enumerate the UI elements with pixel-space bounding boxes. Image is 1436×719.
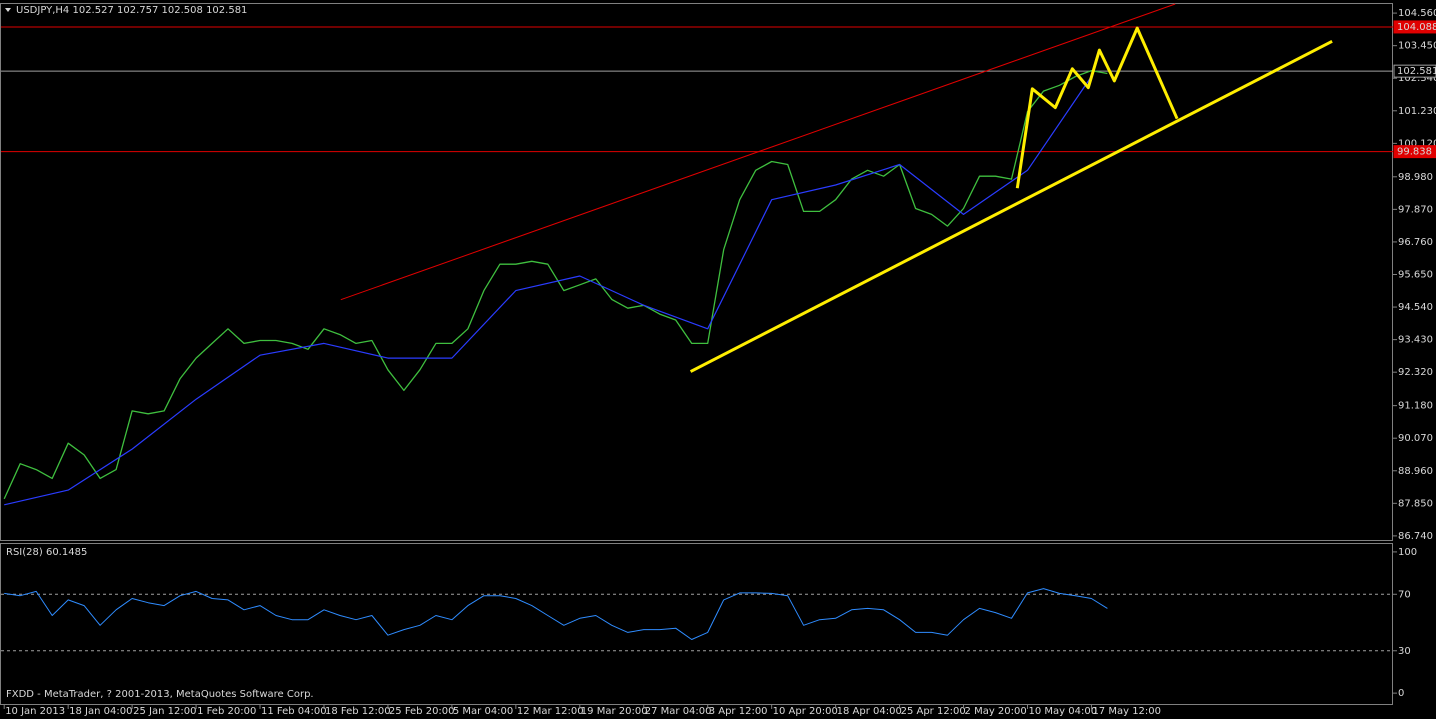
y-tick-label: 101.230 xyxy=(1398,106,1436,117)
menu-triangle[interactable] xyxy=(5,8,11,12)
chart-title: USDJPY,H4 102.527 102.757 102.508 102.58… xyxy=(16,5,247,16)
x-tick-label: 10 Jan 2013 xyxy=(5,706,65,717)
price-label: 99.838 xyxy=(1397,147,1432,158)
price-panel-frame xyxy=(0,3,1393,541)
y-tick-label: 86.740 xyxy=(1398,531,1433,542)
drawn-line xyxy=(340,3,1176,301)
y-tick-label: 103.450 xyxy=(1398,41,1436,52)
series-line xyxy=(4,76,1092,506)
y-tick-label: 70 xyxy=(1398,589,1411,600)
drawn-line xyxy=(689,39,1333,373)
y-tick-label: 90.070 xyxy=(1398,433,1433,444)
x-tick-label: 10 Apr 20:00 xyxy=(773,706,838,717)
y-tick-label: 92.320 xyxy=(1398,367,1433,378)
rsi-title: RSI(28) 60.1485 xyxy=(6,547,87,558)
y-tick-label: 104.560 xyxy=(1398,8,1436,19)
series-line xyxy=(3,69,1108,500)
x-tick-label: 12 Mar 12:00 xyxy=(517,706,584,717)
price-label: 102.581 xyxy=(1397,66,1436,77)
price-box xyxy=(1393,64,1436,78)
x-tick-label: 18 Feb 12:00 xyxy=(325,706,391,717)
footer-text: FXDD - MetaTrader, ? 2001-2013, MetaQuot… xyxy=(6,689,314,700)
x-tick-label: 25 Apr 12:00 xyxy=(901,706,966,717)
price-label: 104.088 xyxy=(1397,22,1436,33)
y-tick-label: 100.120 xyxy=(1398,138,1436,149)
y-tick-label: 96.760 xyxy=(1398,237,1433,248)
y-tick-label: 87.850 xyxy=(1398,498,1433,509)
y-tick-label: 98.980 xyxy=(1398,172,1433,183)
x-tick-label: 25 Feb 20:00 xyxy=(389,706,455,717)
x-tick-label: 11 Feb 04:00 xyxy=(261,706,327,717)
x-tick-label: 18 Apr 04:00 xyxy=(837,706,902,717)
x-tick-label: 19 Mar 20:00 xyxy=(581,706,648,717)
x-tick-label: 3 Apr 12:00 xyxy=(709,706,768,717)
price-box xyxy=(1393,145,1436,159)
x-tick-label: 18 Jan 04:00 xyxy=(69,706,132,717)
rsi-panel-frame xyxy=(0,543,1393,705)
price-box xyxy=(1393,20,1436,34)
y-tick-label: 95.650 xyxy=(1398,269,1433,280)
y-tick-label: 100 xyxy=(1398,547,1417,558)
x-tick-label: 1 Feb 20:00 xyxy=(197,706,256,717)
y-tick-label: 88.960 xyxy=(1398,466,1433,477)
y-tick-label: 97.870 xyxy=(1398,204,1433,215)
drawn-line xyxy=(1015,26,1179,189)
x-tick-label: 5 Mar 04:00 xyxy=(453,706,513,717)
x-tick-label: 17 May 12:00 xyxy=(1092,706,1161,717)
y-tick-label: 102.340 xyxy=(1398,73,1436,84)
y-tick-label: 93.430 xyxy=(1398,335,1433,346)
series-line xyxy=(4,588,1108,640)
x-tick-label: 25 Jan 12:00 xyxy=(133,706,196,717)
y-tick-label: 30 xyxy=(1398,646,1411,657)
y-tick-label: 0 xyxy=(1398,688,1404,699)
x-tick-label: 10 May 04:00 xyxy=(1028,706,1097,717)
y-tick-label: 91.180 xyxy=(1398,401,1433,412)
x-tick-label: 2 May 20:00 xyxy=(965,706,1027,717)
x-tick-label: 27 Mar 04:00 xyxy=(645,706,712,717)
y-tick-label: 94.540 xyxy=(1398,302,1433,313)
